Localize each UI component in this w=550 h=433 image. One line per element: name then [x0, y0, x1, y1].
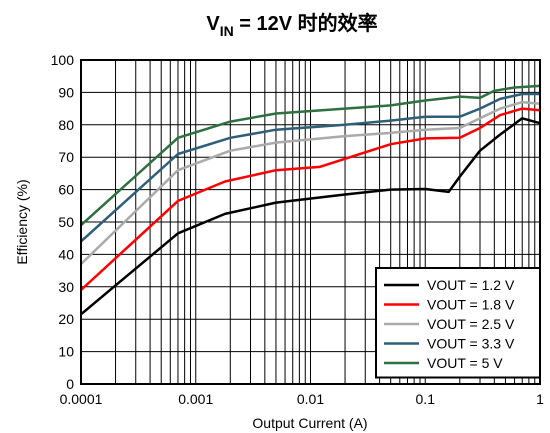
x-tick-label: 0.1 — [416, 391, 436, 407]
y-axis-label: Efficiency (%) — [14, 179, 30, 264]
y-tick-label: 70 — [58, 149, 74, 165]
title-prefix: V — [206, 13, 220, 35]
series-lines — [80, 84, 541, 316]
x-tick-label: 0.0001 — [60, 391, 103, 407]
legend-label: VOUT = 2.5 V — [427, 316, 515, 332]
x-tick-label: 0.01 — [297, 391, 324, 407]
series-line-2 — [80, 107, 541, 291]
x-tick-label: 1 — [536, 391, 544, 407]
title-subscript: IN — [220, 23, 234, 39]
y-tick-label: 40 — [58, 246, 74, 262]
series-line-4 — [80, 92, 540, 243]
series-line-5 — [80, 84, 541, 227]
series-line-3 — [80, 100, 541, 265]
y-tick-label: 0 — [66, 376, 74, 392]
y-tick-label: 90 — [58, 84, 74, 100]
series-line-1 — [80, 117, 541, 316]
legend-label: VOUT = 1.8 V — [427, 297, 515, 313]
title-suffix: = 12V 时的效率 — [234, 11, 378, 35]
chart-title: VIN = 12V 时的效率 — [206, 11, 377, 39]
legend-label: VOUT = 5 V — [427, 355, 503, 371]
x-tick-label: 0.001 — [178, 391, 213, 407]
legend: VOUT = 1.2 V VOUT = 1.8 V VOUT = 2.5 V VOUT… — [375, 267, 541, 379]
legend-label: VOUT = 1.2 V — [427, 277, 515, 293]
y-tick-label: 20 — [58, 311, 74, 327]
legend-label: VOUT = 3.3 V — [427, 336, 515, 352]
y-tick-label: 10 — [58, 344, 74, 360]
x-axis-label: Output Current (A) — [252, 415, 367, 431]
y-tick-label: 80 — [58, 117, 74, 133]
y-tick-label: 50 — [58, 214, 74, 230]
plot-frame — [80, 59, 541, 385]
y-tick-label: 60 — [58, 182, 74, 198]
y-tick-label: 100 — [51, 52, 75, 68]
y-tick-label: 30 — [58, 279, 74, 295]
tick-labels: 0.0001 0.001 0.01 0.1 1010203040506070809010… — [51, 52, 544, 407]
